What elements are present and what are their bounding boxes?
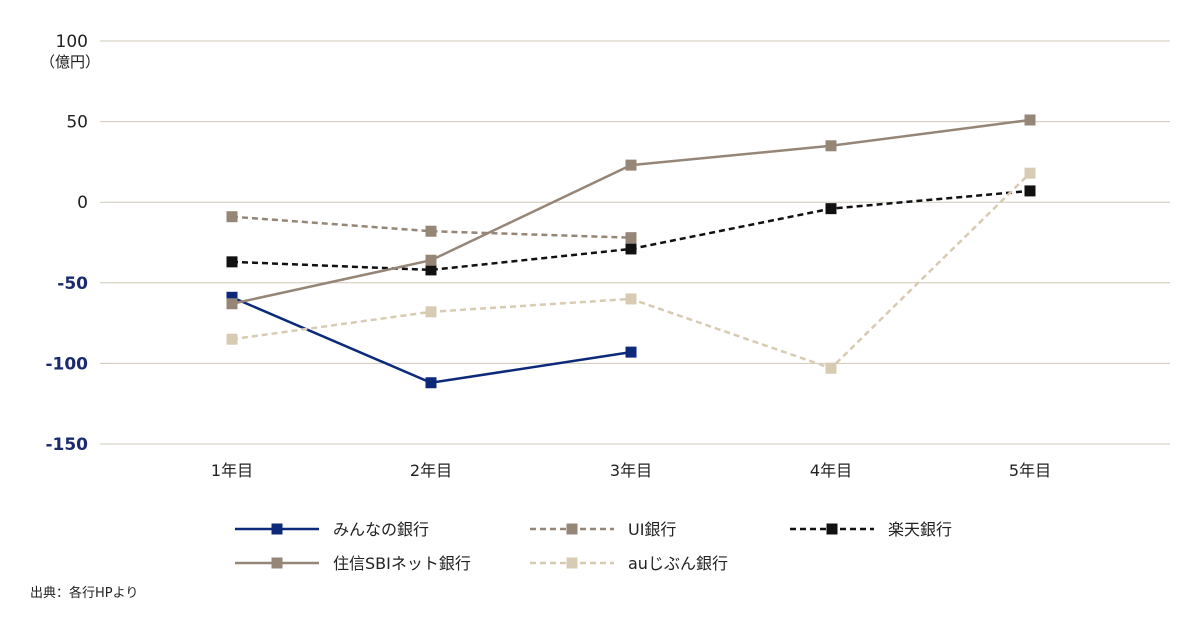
- data-point: [226, 333, 238, 345]
- y-tick-label: 50: [66, 113, 88, 133]
- data-point: [625, 232, 637, 244]
- legend-swatch-marker: [826, 523, 838, 535]
- data-point: [425, 254, 437, 266]
- series-line: [231, 189, 1031, 272]
- data-point: [425, 377, 437, 389]
- data-point: [625, 159, 637, 171]
- data-point: [825, 203, 837, 215]
- y-tick-label: 0: [77, 193, 88, 213]
- source-note: 出典：各行HPより: [30, 586, 139, 601]
- series-line: [231, 118, 1031, 305]
- legend-label: UI銀行: [628, 520, 676, 539]
- legend-item: みんなの銀行: [235, 520, 429, 539]
- legend-swatch-marker: [271, 523, 283, 535]
- legend-item: 住信SBIネット銀行: [235, 554, 471, 573]
- legend-item: 楽天銀行: [790, 520, 952, 539]
- x-tick-label: 3年目: [610, 461, 652, 480]
- series-3: [226, 114, 1036, 310]
- y-tick-label: -50: [57, 274, 88, 294]
- series-4: [226, 167, 1036, 374]
- x-tick-label: 2年目: [410, 461, 452, 480]
- legend-item: UI銀行: [530, 520, 676, 539]
- series-2: [226, 185, 1036, 276]
- data-point: [425, 225, 437, 237]
- x-tick-label: 1年目: [211, 461, 253, 480]
- data-point: [825, 362, 837, 374]
- legend-swatch-marker: [271, 557, 283, 569]
- x-tick-label: 5年目: [1009, 461, 1051, 480]
- data-point: [625, 346, 637, 358]
- legend-label: auじぶん銀行: [628, 554, 728, 573]
- y-tick-label: -150: [45, 435, 88, 455]
- data-point: [425, 306, 437, 318]
- data-point: [226, 256, 238, 268]
- series-1: [226, 211, 637, 244]
- y-tick-label: 100: [56, 32, 88, 52]
- data-point: [425, 264, 437, 276]
- series-lines: [226, 114, 1036, 389]
- series-line: [231, 215, 632, 239]
- data-point: [825, 140, 837, 152]
- y-axis-ticks: 100 50 0 -50 -100 -150: [45, 32, 88, 455]
- data-point: [226, 291, 238, 303]
- legend-label: みんなの銀行: [333, 520, 429, 539]
- legend-swatch-marker: [566, 557, 578, 569]
- data-point: [226, 298, 238, 310]
- data-point: [625, 243, 637, 255]
- legend-label: 楽天銀行: [888, 520, 952, 539]
- grid-lines: [100, 40, 1170, 445]
- y-axis-unit-label: （億円）: [40, 53, 100, 71]
- data-point: [1024, 114, 1036, 126]
- x-axis-ticks: 1年目 2年目 3年目 4年目 5年目: [211, 461, 1051, 480]
- legend-swatch-marker: [566, 523, 578, 535]
- x-tick-label: 4年目: [810, 461, 852, 480]
- y-tick-label: -100: [45, 354, 88, 374]
- series-0: [226, 291, 637, 389]
- data-point: [1024, 167, 1036, 179]
- data-point: [1024, 185, 1036, 197]
- data-point: [625, 293, 637, 305]
- legend-item: auじぶん銀行: [530, 554, 728, 573]
- legend-label: 住信SBIネット銀行: [333, 554, 471, 573]
- data-point: [226, 211, 238, 223]
